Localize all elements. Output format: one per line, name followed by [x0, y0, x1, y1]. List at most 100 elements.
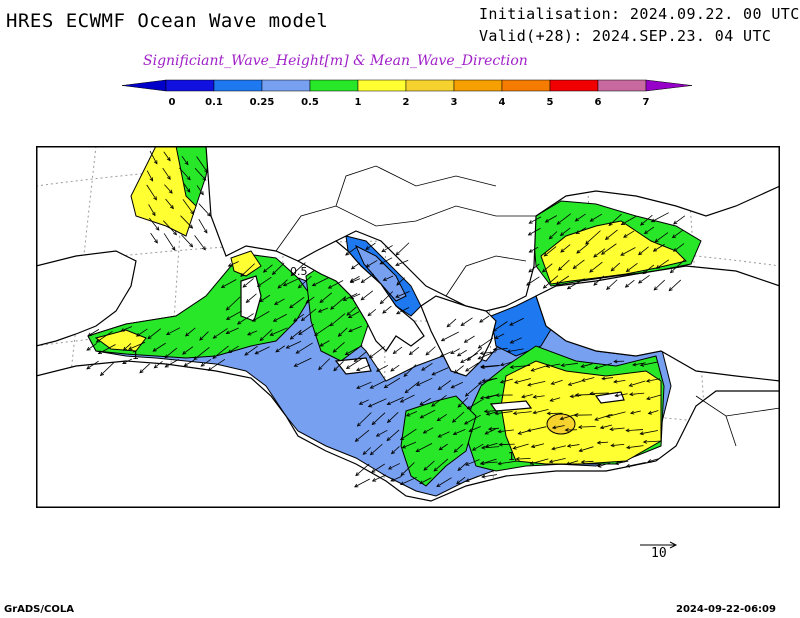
wave-arrow-head: [227, 263, 233, 267]
wave-arrow: [277, 279, 288, 289]
legend-label: 0.5: [301, 97, 319, 108]
wave-arrow-head: [479, 351, 484, 356]
wave-arrow: [581, 363, 593, 368]
wave-arrow-head: [318, 366, 323, 371]
wave-arrow-head: [97, 350, 103, 355]
wave-arrow: [545, 215, 558, 223]
wave-arrow-head: [625, 268, 631, 273]
wave-arrow-head: [314, 332, 319, 336]
wave-arrow-head: [527, 382, 532, 387]
wave-arrow: [433, 458, 449, 472]
wave-arrow-head: [368, 354, 374, 359]
wave-arrow: [495, 411, 513, 415]
wave-arrow-head: [610, 267, 615, 272]
wave-arrow-head: [240, 272, 245, 277]
wave-arrow: [494, 333, 505, 339]
wave-arrow: [149, 217, 160, 231]
wave-arrow: [629, 380, 646, 387]
wave-arrow-head: [625, 428, 630, 433]
legend-label: 4: [499, 97, 506, 108]
wave-arrow-head: [541, 268, 547, 273]
wave-arrow: [255, 346, 270, 355]
wave-arrow: [343, 293, 358, 301]
wave-arrow-head: [295, 349, 300, 354]
wave-arrow: [597, 441, 609, 444]
valid-time: Valid(+28): 2024.SEP.23. 04 UTC: [479, 27, 772, 45]
wave-arrow: [425, 346, 436, 356]
wave-arrow: [629, 392, 645, 395]
wave-arrow-head: [515, 456, 520, 461]
wave-arrow: [96, 330, 113, 343]
wave-arrow-head: [610, 443, 615, 448]
wave-arrow: [179, 167, 191, 180]
wave-arrow-head: [548, 235, 553, 240]
legend-label: 7: [643, 97, 650, 108]
wave-arrow-head: [485, 411, 491, 416]
wave-arrow: [594, 362, 612, 369]
wave-arrow-head: [457, 467, 462, 472]
wave-arrow-head: [639, 431, 644, 436]
wave-arrow-head: [355, 367, 361, 372]
wave-arrow: [467, 399, 483, 410]
wave-arrow: [488, 427, 500, 430]
wave-arrow-head: [569, 394, 574, 399]
wave-arrow: [400, 462, 415, 476]
wave-arrow-head: [186, 188, 191, 193]
wave-arrow-head: [379, 260, 384, 265]
wave-arrow: [632, 362, 646, 366]
wave-arrow: [546, 363, 561, 367]
wave-arrow-head: [623, 234, 628, 238]
wave-arrow-head: [471, 447, 477, 451]
wave-arrow: [87, 329, 100, 337]
wave-arrow: [198, 203, 211, 217]
wave-arrow-head: [645, 378, 651, 383]
wave-arrow: [500, 361, 513, 366]
wave-arrow-head: [464, 392, 470, 397]
wave-arrow: [529, 216, 542, 224]
wave-arrow: [601, 243, 617, 255]
wave-arrow-head: [549, 398, 554, 402]
wave-arrow: [247, 330, 258, 336]
wave-arrow: [673, 243, 685, 252]
wave-arrow-head: [319, 342, 324, 347]
wave-arrow: [154, 360, 163, 369]
wave-arrow: [673, 215, 686, 225]
wave-arrow: [390, 476, 402, 482]
wave-arrow: [402, 441, 417, 449]
wave-arrow-head: [275, 348, 280, 353]
wave-arrow-head: [202, 176, 207, 181]
wave-arrow-head: [526, 428, 532, 433]
wave-arrow: [359, 399, 369, 405]
wave-arrow-head: [349, 279, 355, 284]
wave-arrow: [386, 429, 400, 441]
wave-arrow-head: [337, 332, 342, 337]
wave-arrow: [550, 397, 561, 402]
wave-arrow-head: [548, 459, 554, 464]
wave-arrow-head: [593, 253, 598, 258]
wave-arrow-head: [282, 282, 288, 287]
wave-arrow-head: [528, 268, 533, 273]
wave-arrow: [146, 184, 157, 201]
wave-arrow: [485, 428, 496, 435]
wave-arrow-head: [499, 379, 505, 384]
legend-swatch: [501, 79, 551, 92]
wave-arrow-head: [466, 405, 471, 410]
wave-arrow-head: [654, 238, 659, 243]
wave-arrow: [257, 276, 272, 287]
legend-label: 1: [355, 97, 362, 108]
wave-arrow: [549, 231, 558, 240]
wave-arrow-head: [545, 364, 550, 368]
wave-arrow-head: [673, 220, 678, 225]
wave-arrow: [328, 280, 344, 289]
wave-arrow: [457, 462, 468, 471]
wave-arrow-head: [468, 428, 473, 433]
wave-arrow: [194, 167, 207, 181]
wave-arrow: [526, 276, 540, 286]
wave-arrow-head: [386, 418, 392, 424]
wave-arrow-head: [305, 299, 310, 304]
wave-arrow-head: [653, 286, 658, 291]
wave-arrow: [552, 425, 565, 429]
wave-arrow: [387, 412, 399, 423]
wave-arrow-head: [311, 282, 317, 287]
footer-software: GrADS/COLA: [4, 604, 74, 615]
